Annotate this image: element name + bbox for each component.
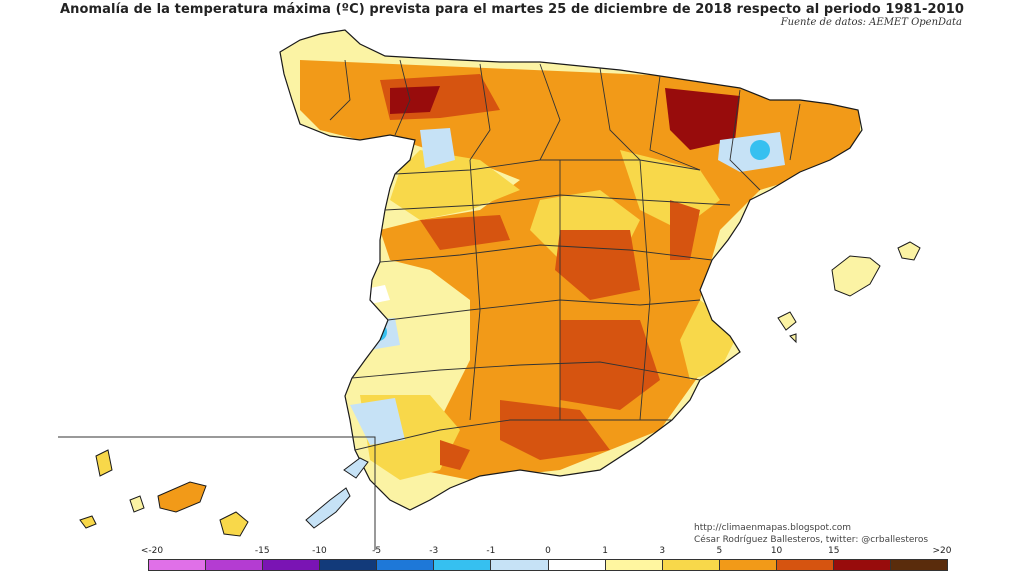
balearic-islands	[777, 241, 921, 344]
legend-tick-label: <-20	[140, 546, 164, 556]
legend-swatch	[833, 560, 892, 570]
legend-tick-label: 1	[602, 546, 609, 556]
legend-tick-label: 3	[659, 546, 666, 556]
color-legend	[148, 559, 948, 571]
blog-url: http://climaenmapas.blogspot.com	[694, 523, 852, 533]
legend-tick-label: 5	[716, 546, 723, 556]
peninsula-land	[279, 29, 863, 511]
canary-islands-inset	[58, 436, 376, 550]
legend-swatch	[491, 560, 549, 570]
legend-swatch	[548, 560, 606, 570]
map-title: Anomalía de la temperatura máxima (ºC) p…	[59, 2, 965, 17]
legend-tick-label: -10	[312, 546, 327, 556]
legend-swatch	[776, 560, 834, 570]
legend-swatch	[263, 560, 321, 570]
legend-tick-label: 0	[545, 546, 551, 556]
legend-tick-label: -3	[429, 546, 439, 556]
legend-swatch	[434, 560, 492, 570]
legend-swatch	[605, 560, 663, 570]
data-source-label: Fuente de datos: AEMET OpenData	[780, 17, 962, 28]
legend-swatch	[206, 560, 264, 570]
legend-swatch	[320, 560, 378, 570]
legend-swatch	[662, 560, 720, 570]
legend-swatch	[719, 560, 777, 570]
legend-swatch	[377, 560, 435, 570]
legend-tick-label: -5	[372, 546, 382, 556]
legend-swatch	[149, 560, 207, 570]
legend-tick-label: 15	[827, 546, 840, 556]
legend-swatch	[891, 560, 948, 570]
legend-tick-label: -15	[254, 546, 270, 556]
legend-tick-label: -1	[486, 546, 496, 556]
legend-tick-label: >20	[932, 546, 952, 556]
legend-tick-label: 10	[770, 546, 783, 556]
credit-block: http://climaenmapas.blogspot.com César R…	[694, 522, 928, 546]
author-credit: César Rodríguez Ballesteros, twitter: @c…	[694, 535, 929, 545]
